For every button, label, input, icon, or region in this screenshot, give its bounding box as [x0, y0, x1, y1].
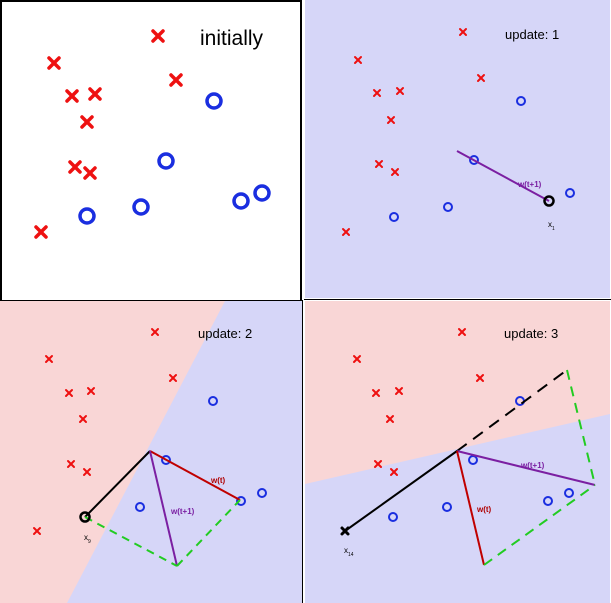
panel-title: initially [200, 27, 264, 50]
red-cross-point [169, 374, 177, 382]
blue-circle-point [543, 496, 553, 506]
red-cross-point [354, 56, 362, 64]
blue-circle-point [253, 184, 271, 202]
x-point-cross [340, 526, 350, 536]
blue-circle-points [389, 96, 575, 222]
blue-circle-point [161, 455, 171, 465]
panel-title: update: 1 [505, 27, 559, 42]
blue-circle-point [468, 455, 478, 465]
x-label: x14 [344, 546, 354, 558]
w-next-vector [149, 450, 178, 567]
blue-circle-points [135, 396, 267, 512]
x-label: x9 [84, 533, 91, 545]
blue-circle-point [157, 152, 175, 170]
red-cross-point [476, 374, 484, 382]
w-t-vector [456, 450, 485, 566]
panel-title: update: 2 [198, 326, 252, 341]
panel-frame [0, 0, 302, 302]
red-cross-point [373, 89, 381, 97]
red-cross-point [387, 116, 395, 124]
red-cross-point [477, 74, 485, 82]
red-cross-point [65, 89, 79, 103]
red-cross-point [80, 115, 94, 129]
red-cross-point [374, 460, 382, 468]
red-cross-points [342, 28, 485, 236]
red-cross-point [47, 56, 61, 70]
blue-circle-point [232, 192, 250, 210]
red-cross-point [151, 328, 159, 336]
blue-circle-point [208, 396, 218, 406]
panel-title: update: 3 [504, 326, 558, 341]
red-cross-point [34, 225, 48, 239]
w-next-label: w(t+1) [520, 461, 545, 470]
w-next-label: w(t+1) [517, 180, 542, 189]
w-next-label: w(t+1) [170, 507, 195, 516]
x-vector [344, 450, 458, 532]
blue-circle-point [205, 92, 223, 110]
red-cross-points [353, 328, 484, 476]
red-cross-point [395, 387, 403, 395]
red-cross-point [33, 527, 41, 535]
red-cross-point [79, 415, 87, 423]
red-cross-point [390, 468, 398, 476]
red-cross-point [396, 87, 404, 95]
red-cross-point [458, 328, 466, 336]
blue-circle-point [565, 188, 575, 198]
red-cross-point [83, 468, 91, 476]
w-next-vector [456, 150, 550, 202]
w-t-label: w(t) [476, 505, 492, 514]
blue-circle-point [564, 488, 574, 498]
red-cross-point [459, 28, 467, 36]
w-t-label: w(t) [210, 476, 226, 485]
sum-dashed-line [176, 499, 241, 567]
panel-update-1: update: 1 w(t+1) x1 [305, 0, 610, 298]
red-cross-point [87, 387, 95, 395]
blue-circle-point [236, 496, 246, 506]
red-cross-point [68, 160, 82, 174]
x-point-highlight [543, 195, 555, 207]
blue-region [305, 414, 610, 603]
red-cross-point [386, 415, 394, 423]
blue-circle-point [135, 502, 145, 512]
red-cross-point [88, 87, 102, 101]
blue-circle-point [257, 488, 267, 498]
blue-circle-point [78, 207, 96, 225]
blue-circle-point [443, 202, 453, 212]
sum-dashed-line [566, 369, 596, 486]
red-cross-point [353, 355, 361, 363]
panel-initially: initially [0, 0, 302, 302]
blue-region [67, 301, 302, 603]
panel-update-2: update: 2 w(t) w(t+1) x9 [0, 301, 302, 603]
red-cross-point [342, 228, 350, 236]
w-next-vector [456, 450, 596, 486]
x-label: x1 [548, 220, 555, 232]
sum-dashed-line [483, 484, 596, 566]
red-cross-point [67, 460, 75, 468]
blue-circle-point [516, 96, 526, 106]
red-cross-point [169, 73, 183, 87]
sum-dashed-line [84, 516, 178, 567]
blue-region [305, 0, 610, 298]
red-cross-point [151, 29, 165, 43]
panel-update-3: update: 3 w(t+1) w(t) x [305, 301, 610, 603]
blue-circle-point [442, 502, 452, 512]
red-cross-points [34, 29, 183, 239]
red-cross-points [33, 328, 177, 535]
red-cross-point [375, 160, 383, 168]
blue-circle-point [469, 155, 479, 165]
blue-circle-point [389, 212, 399, 222]
red-cross-point [83, 166, 97, 180]
blue-circle-point [132, 198, 150, 216]
red-cross-point [391, 168, 399, 176]
red-cross-point [372, 389, 380, 397]
blue-circle-points [78, 92, 271, 225]
x-dashed-extension [456, 369, 568, 452]
red-cross-point [45, 355, 53, 363]
x-point-highlight [79, 511, 91, 523]
x-vector [84, 450, 151, 518]
blue-circle-point [388, 512, 398, 522]
w-t-vector [149, 450, 241, 501]
red-cross-point [65, 389, 73, 397]
